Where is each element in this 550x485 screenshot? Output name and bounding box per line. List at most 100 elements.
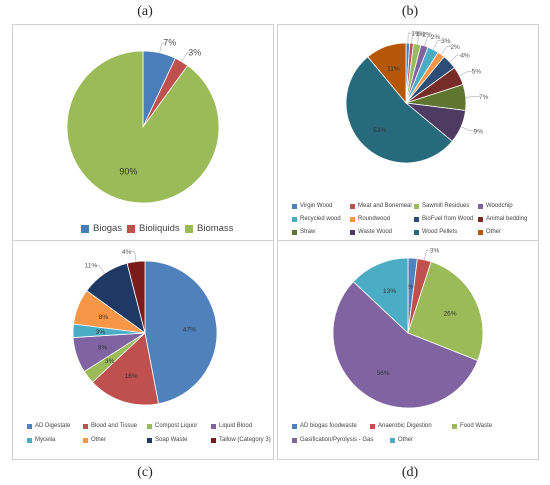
legend-swatch (292, 229, 297, 235)
legend-item-virgin-wood: Virgin Wood (292, 203, 332, 209)
pie-label-straw: 7% (479, 94, 489, 101)
legend-swatch (478, 216, 483, 222)
legend-swatch (81, 224, 89, 233)
leader-line-soap-waste (94, 264, 105, 274)
pie-label-compost-liquor: 3% (105, 358, 115, 365)
legend-item-meat-bonemeal: Meat and Bonemeal (350, 203, 412, 209)
legend-swatch (414, 229, 419, 235)
pie-slice-biomass (66, 50, 220, 204)
legend-swatch (147, 437, 152, 443)
pie-label-bioliquids: 3% (188, 47, 201, 57)
legend-item-ad-digestate: AD Digestate (27, 423, 70, 429)
pie-label-animal-bedding: 5% (472, 69, 482, 76)
legend-item-compost-liquor: Compost Liquor (147, 423, 197, 429)
legend-label: Other (486, 229, 502, 235)
pie-label-sawmill-residues: 2% (422, 32, 432, 39)
leader-line-roundwood (441, 46, 452, 55)
legend-item-gasification: Gasification/Pyrolysis - Gas (292, 437, 373, 443)
legend-label: Other (91, 437, 107, 443)
legend-d: AD biogas foodwaste Anaerobic Digestion … (292, 423, 537, 451)
legend-item-roundwood: Roundwood (350, 216, 390, 222)
legend-item-sawmill-residues: Sawmill Residues (414, 203, 469, 209)
legend-item-mycelia: Mycelia (27, 437, 55, 443)
legend-item-animal-bedding: Animal bedding (478, 216, 527, 222)
legend-item-other: Other (390, 437, 413, 443)
pie-label-ad-biogas-foodwaste: 2% (406, 284, 416, 291)
leader-line-biogas (159, 42, 166, 53)
legend-label: Bioliquids (139, 223, 180, 234)
leader-line-anaerobic-digestion (424, 249, 431, 260)
legend-item-ad-biogas-foodwaste: AD biogas foodwaste (292, 423, 357, 429)
legend-swatch (452, 423, 457, 429)
pie-label-wood-pellets: 53% (373, 127, 386, 134)
legend-label: Soap Waste (155, 437, 188, 443)
legend-swatch (83, 423, 88, 429)
leader-line-tallow-category-3 (130, 251, 137, 262)
legend-label: Wood Pellets (422, 229, 458, 235)
legend-swatch (370, 423, 375, 429)
legend-swatch (478, 203, 483, 209)
pie-chart-a: 7% 3% 90% (66, 38, 220, 204)
legend-label: AD biogas foodwaste (300, 423, 357, 429)
legend-swatch (292, 216, 297, 222)
legend-label: Animal bedding (486, 216, 528, 222)
legend-item-straw: Straw (292, 229, 315, 235)
legend-item-other: Other (83, 437, 106, 443)
pie-label-waste-wood: 9% (474, 128, 484, 135)
leader-line-woodchip (424, 36, 432, 47)
pie-label-gasification-pyrolysis-gas: 56% (377, 370, 390, 377)
legend-label: Biomass (197, 223, 234, 234)
legend-label: Gasification/Pyrolysis - Gas (300, 437, 374, 443)
legend-item-biogas: Biogas (81, 223, 122, 234)
pie-label-liquid-blood: 8% (98, 344, 108, 351)
pie-label-other: 8% (99, 314, 109, 321)
legend-label: Biogas (93, 223, 123, 234)
pie-label-soap-waste: 11% (85, 263, 98, 270)
pie-slice-other (352, 257, 409, 334)
legend-label: Virgin Wood (300, 203, 333, 209)
pie-label-ad-digestate: 47% (183, 326, 196, 333)
legend-item-liquid-blood: Liquid Blood (211, 423, 252, 429)
legend-swatch (390, 437, 395, 443)
leader-line-animal-bedding (459, 70, 473, 76)
legend-label: Tallow (Category 3) (219, 437, 271, 443)
legend-label: Food Waste (460, 423, 493, 429)
legend-swatch (414, 216, 419, 222)
legend-label: Roundwood (358, 216, 391, 222)
legend-label: Waste Wood (358, 229, 393, 235)
legend-label: AD Digestate (35, 423, 71, 429)
leader-line-waste-wood (460, 126, 475, 132)
caption-a: (a) (137, 4, 153, 19)
legend-swatch (83, 437, 88, 443)
legend-label: Other (398, 437, 414, 443)
chart-panel-b: 1% 1% 2% 2% 3% 2% 4% 5% 7% 9% 53% 11% Virgin Wood M… (277, 24, 539, 244)
legend-label: Sawmill Residues (422, 203, 470, 209)
legend-item-other: Other (478, 229, 501, 235)
legend-item-woodchip: Woodchip (478, 203, 513, 209)
legend-label: Liquid Blood (219, 423, 253, 429)
legend-swatch (27, 423, 32, 429)
legend-item-biomass: Biomass (185, 223, 233, 234)
legend-swatch (350, 203, 355, 209)
legend-swatch (478, 229, 483, 235)
pie-label-mycelia: 3% (96, 329, 106, 336)
legend-item-recycled-wood: Recycled wood (292, 216, 341, 222)
legend-swatch (414, 203, 419, 209)
legend-swatch (292, 423, 297, 429)
pie-label-anaerobic-digestion: 3% (430, 248, 440, 255)
legend-label: Blood and Tissue (91, 423, 138, 429)
chart-panel-a: 7% 3% 90% Biogas Bioliquids Biomass (12, 24, 274, 244)
legend-swatch (211, 423, 216, 429)
legend-item-tallow: Tallow (Category 3) (211, 437, 271, 443)
pie-label-other: 11% (387, 65, 400, 72)
caption-c: (c) (137, 465, 153, 480)
pie-label-other: 13% (383, 288, 396, 295)
legend-swatch (292, 437, 297, 443)
legend-swatch (127, 224, 135, 233)
pie-slice-other (367, 42, 407, 105)
leader-line-virgin-wood (407, 32, 413, 44)
legend-swatch (292, 203, 297, 209)
legend-label: Compost Liquor (155, 423, 198, 429)
pie-label-biomass: 90% (119, 166, 137, 176)
pie-label-woodchip: 2% (431, 34, 441, 41)
